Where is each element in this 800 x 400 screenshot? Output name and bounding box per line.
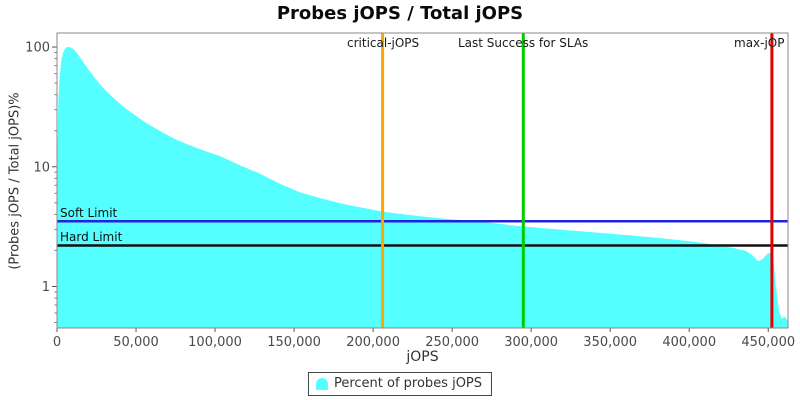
probes-area-series: [57, 47, 788, 328]
area-series-swatch-icon: [315, 377, 328, 390]
critical-jops-label: critical-jOPS: [347, 36, 420, 50]
x-tick-label: 400,000: [662, 335, 716, 350]
soft-limit-label: Soft Limit: [60, 206, 118, 220]
x-tick-label: 200,000: [346, 335, 400, 350]
chart-title: Probes jOPS / Total jOPS: [276, 3, 524, 24]
y-tick-label: 10: [33, 160, 50, 175]
x-tick-label: 150,000: [267, 335, 321, 350]
x-tick-label: 300,000: [504, 335, 558, 350]
hard-limit-label: Hard Limit: [60, 230, 123, 244]
y-tick-label: 1: [42, 280, 50, 295]
plot-border: [56, 32, 789, 329]
x-tick-label: 50,000: [113, 335, 159, 350]
x-tick-label: 250,000: [425, 335, 479, 350]
last-success-label: Last Success for SLAs: [458, 36, 589, 50]
legend: Percent of probes jOPS: [307, 372, 493, 396]
y-tick-label: 100: [25, 41, 50, 56]
x-tick-label: 0: [53, 335, 61, 350]
max-jops-label: max-jOP: [734, 36, 785, 50]
legend-label: Percent of probes jOPS: [333, 376, 483, 391]
y-axis-title: (Probes jOPS / Total jOPS)%: [7, 92, 23, 270]
x-tick-label: 350,000: [583, 335, 637, 350]
x-axis-title: jOPS: [406, 349, 439, 365]
x-tick-label: 100,000: [188, 335, 242, 350]
x-tick-label: 450,000: [741, 335, 795, 350]
